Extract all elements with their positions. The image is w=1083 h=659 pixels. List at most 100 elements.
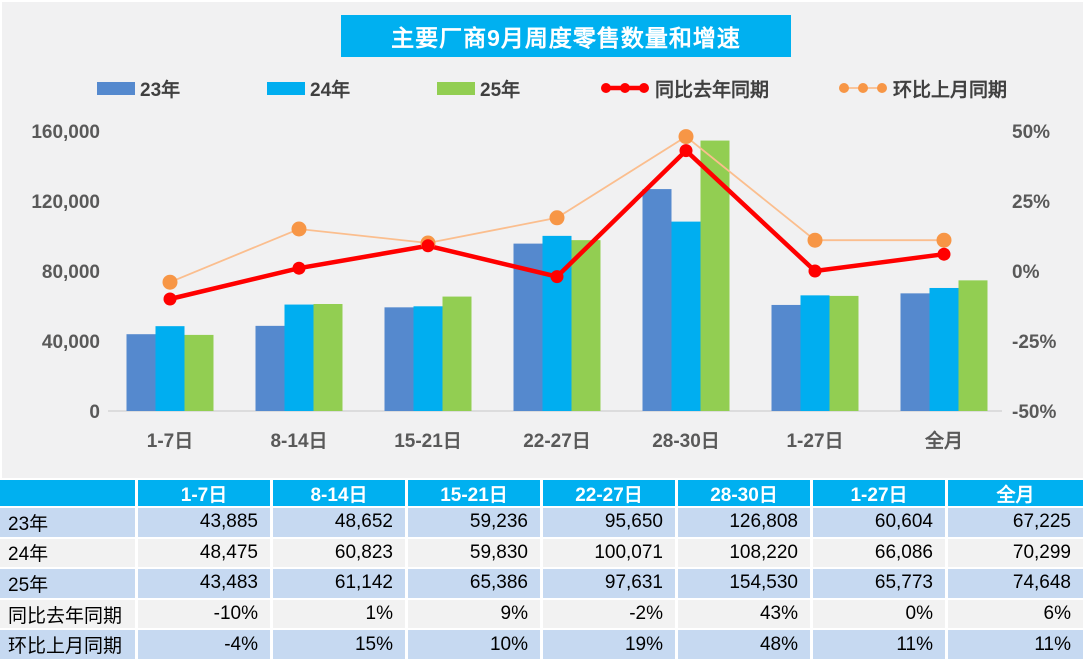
table-cell: 43,885 xyxy=(138,508,273,537)
category-label: 8-14日 xyxy=(270,431,327,452)
table-row: 23年 43,885 48,652 59,236 95,650 126,808 60,604… xyxy=(0,506,1083,537)
table-cell: 1% xyxy=(273,599,408,629)
left-axis-tick-label: 0 xyxy=(89,402,100,423)
bar-24年 xyxy=(542,235,572,411)
legend-label: 环比上月同期 xyxy=(893,79,1008,101)
column-header: 1-27日 xyxy=(813,480,948,506)
row-label: 24年 xyxy=(0,538,138,568)
bar-23年 xyxy=(255,325,285,411)
table-cell: 74,648 xyxy=(948,569,1083,598)
category-label: 28-30日 xyxy=(652,431,720,452)
line-point-同比去年同期 xyxy=(163,292,177,306)
category-label: 全月 xyxy=(924,429,963,452)
table-cell: 59,830 xyxy=(408,538,543,568)
category-label: 22-27日 xyxy=(523,431,591,452)
line-point-同比去年同期 xyxy=(937,247,951,261)
line-point-环比上月同期 xyxy=(162,274,178,290)
table-cell: 97,631 xyxy=(543,569,678,598)
table-row: 同比去年同期 -10% 1% 9% -2% 43% 0% 6% xyxy=(0,597,1083,629)
bar-25年 xyxy=(571,240,601,411)
line-point-环比上月同期 xyxy=(807,232,823,248)
column-header: 1-7日 xyxy=(138,480,273,506)
line-point-同比去年同期 xyxy=(421,239,435,253)
legend-item-25年: 25年 xyxy=(437,74,520,102)
table-cell: 60,823 xyxy=(273,538,408,568)
bar-25年 xyxy=(958,280,988,411)
legend-label: 同比去年同期 xyxy=(655,79,770,101)
table-cell: -2% xyxy=(543,599,678,629)
table-cell: 59,236 xyxy=(408,508,543,537)
bar-25年 xyxy=(442,296,472,411)
left-axis-tick-label: 80,000 xyxy=(42,262,100,283)
table-header-row: 1-7日 8-14日 15-21日 22-27日 28-30日 1-27日 全月 xyxy=(0,478,1083,506)
legend-item-环比上月同期: 环比上月同期 xyxy=(838,74,1007,102)
line-point-同比去年同期 xyxy=(679,144,693,158)
left-axis-tick-label: 160,000 xyxy=(31,122,100,143)
row-label: 环比上月同期 xyxy=(0,630,138,659)
bar-24年 xyxy=(413,306,443,411)
bar-24年 xyxy=(671,221,701,411)
column-header: 全月 xyxy=(948,480,1083,506)
table-cell: 43% xyxy=(678,599,813,629)
table-cell: 60,604 xyxy=(813,508,948,537)
row-label: 25年 xyxy=(0,569,138,598)
bar-25年 xyxy=(184,334,214,411)
table-row: 24年 48,475 60,823 59,830 100,071 108,220 66,08… xyxy=(0,536,1083,568)
column-header: 15-21日 xyxy=(408,480,543,506)
bar-25年 xyxy=(313,304,343,411)
right-axis-tick-label: 50% xyxy=(1012,122,1050,143)
bar-23年 xyxy=(900,293,930,411)
table-cell: 11% xyxy=(948,630,1083,659)
bar-23年 xyxy=(126,334,156,411)
bar-24年 xyxy=(284,304,314,411)
table-cell: 100,071 xyxy=(543,538,678,568)
legend-label: 23年 xyxy=(140,79,181,101)
table-row: 25年 43,483 61,142 65,386 97,631 154,530 65,773… xyxy=(0,567,1083,598)
chart-canvas: 160,000 120,000 80,000 40,000 0 50% 25% 0% -25% -… xyxy=(31,122,1056,452)
row-label: 同比去年同期 xyxy=(0,599,138,629)
table-cell: 19% xyxy=(543,630,678,659)
table-cell: 65,773 xyxy=(813,569,948,598)
table-cell: 70,299 xyxy=(948,538,1083,568)
legend-bar-swatch-icon xyxy=(97,81,135,95)
table-cell: 65,386 xyxy=(408,569,543,598)
bar-23年 xyxy=(384,307,414,411)
table-cell: 48,652 xyxy=(273,508,408,537)
chart-title: 主要厂商9月周度零售数量和增速 xyxy=(341,15,791,57)
legend-line-swatch-icon xyxy=(601,83,649,93)
table-cell: 95,650 xyxy=(543,508,678,537)
line-point-环比上月同期 xyxy=(936,232,952,248)
table-cell: 9% xyxy=(408,599,543,629)
line-point-同比去年同期 xyxy=(550,270,564,284)
table-cell: 66,086 xyxy=(813,538,948,568)
right-axis-tick-label: 25% xyxy=(1012,192,1050,213)
left-axis-tick-label: 40,000 xyxy=(42,332,100,353)
table-cell: 48% xyxy=(678,630,813,659)
column-header: 28-30日 xyxy=(678,480,813,506)
legend-label: 24年 xyxy=(310,79,351,101)
right-axis-tick-label: -50% xyxy=(1012,402,1056,423)
row-label: 23年 xyxy=(0,508,138,537)
line-point-环比上月同期 xyxy=(549,210,565,226)
table-cell: 0% xyxy=(813,599,948,629)
legend-line-swatch-icon xyxy=(839,83,887,93)
left-axis-tick-label: 120,000 xyxy=(31,192,100,213)
right-axis-tick-label: 0% xyxy=(1012,262,1040,283)
table-cell: 15% xyxy=(273,630,408,659)
bar-24年 xyxy=(155,326,185,411)
legend-item-23年: 23年 xyxy=(97,74,180,102)
table-cell: 108,220 xyxy=(678,538,813,568)
table-cell: 11% xyxy=(813,630,948,659)
table-row: 环比上月同期 -4% 15% 10% 19% 48% 11% 11% xyxy=(0,628,1083,659)
category-label: 15-21日 xyxy=(394,431,462,452)
table-cell: -10% xyxy=(138,599,273,629)
chart-legend: 23年 24年 25年 同比去年同期 环比上月同期 xyxy=(0,74,1083,102)
legend-label: 25年 xyxy=(480,79,521,101)
legend-bar-swatch-icon xyxy=(267,81,305,95)
line-point-同比去年同期 xyxy=(808,264,822,278)
bar-24年 xyxy=(800,295,830,411)
bar-23年 xyxy=(642,189,672,411)
table-cell: 43,483 xyxy=(138,569,273,598)
table-cell: 67,225 xyxy=(948,508,1083,537)
data-table: 1-7日 8-14日 15-21日 22-27日 28-30日 1-27日 全月 23年 43,… xyxy=(0,478,1083,659)
